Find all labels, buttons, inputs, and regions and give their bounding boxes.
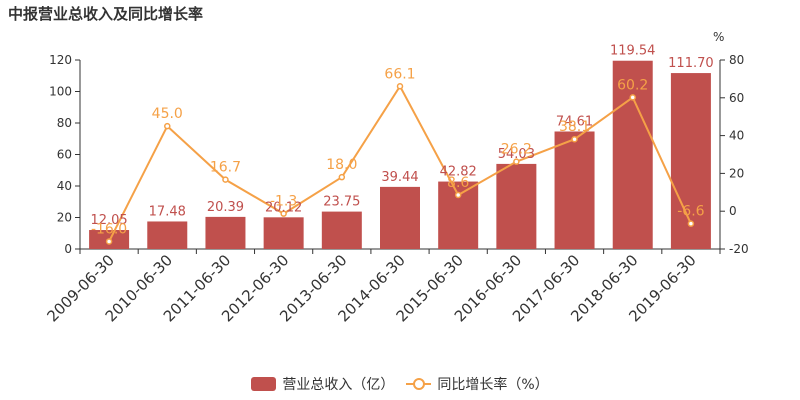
right-tick-label: 40 xyxy=(729,129,744,143)
revenue-value-label: 74.61 xyxy=(556,114,593,129)
growth-point xyxy=(687,220,695,227)
growth-point xyxy=(338,173,346,181)
revenue-value-label: 12.05 xyxy=(90,213,127,228)
legend-revenue-label: 营业总收入（亿） xyxy=(282,377,395,393)
growth-value-label: 18.0 xyxy=(326,157,357,173)
left-tick-label: 120 xyxy=(49,53,72,67)
revenue-bar xyxy=(380,186,420,249)
growth-value-label: 26.2 xyxy=(501,142,532,158)
growth-point xyxy=(280,210,287,217)
growth-point xyxy=(222,176,229,183)
revenue-bar xyxy=(321,211,362,249)
growth-point xyxy=(164,122,171,130)
revenue-bar xyxy=(205,216,246,249)
growth-value-label: 8.6 xyxy=(447,175,469,191)
legend: 营业总收入（亿） 同比增长率（%） xyxy=(0,374,800,394)
growth-point xyxy=(454,191,462,199)
right-tick-label: 80 xyxy=(729,53,744,67)
left-tick-label: 80 xyxy=(57,116,72,130)
revenue-value-label: 39.44 xyxy=(381,170,418,185)
left-tick-label: 0 xyxy=(64,242,72,256)
growth-value-label: -1.3 xyxy=(270,194,297,210)
growth-value-label: 45.0 xyxy=(152,106,183,122)
revenue-value-label: 20.39 xyxy=(207,200,244,215)
growth-point xyxy=(396,83,404,90)
revenue-bar xyxy=(263,217,304,249)
legend-bar-swatch xyxy=(251,377,277,391)
revenue-value-label: 23.75 xyxy=(323,195,360,210)
growth-value-label: 66.1 xyxy=(384,66,415,82)
growth-point xyxy=(513,158,520,165)
left-tick-label: 60 xyxy=(57,148,72,162)
revenue-bar xyxy=(496,163,537,249)
revenue-value-label: 111.70 xyxy=(668,56,714,71)
growth-point xyxy=(629,94,636,101)
growth-value-label: -16.0 xyxy=(91,221,127,237)
revenue-bar xyxy=(612,60,653,249)
growth-value-label: -6.6 xyxy=(677,204,704,220)
growth-value-label: 38.1 xyxy=(559,119,590,135)
revenue-value-label: 54.03 xyxy=(498,147,535,162)
growth-point xyxy=(571,135,578,143)
left-tick-label: 100 xyxy=(49,85,72,99)
right-tick-label: -20 xyxy=(729,242,749,256)
chart-title: 中报营业总收入及同比增长率 xyxy=(8,5,204,23)
revenue-value-label: 119.54 xyxy=(610,44,656,59)
legend-item-growth[interactable]: 同比增长率（%） xyxy=(406,374,549,394)
revenue-value-label: 17.48 xyxy=(149,204,186,219)
revenue-bar xyxy=(554,131,595,249)
growth-value-label: 16.7 xyxy=(210,160,241,176)
growth-point xyxy=(105,238,113,245)
legend-line-swatch xyxy=(406,377,432,391)
growth-value-label: 60.2 xyxy=(617,77,648,93)
right-axis-unit: % xyxy=(713,30,725,44)
revenue-value-label: 20.12 xyxy=(265,200,302,215)
revenue-value-label: 42.82 xyxy=(440,165,477,180)
right-tick-label: 0 xyxy=(729,204,737,218)
left-tick-label: 40 xyxy=(57,179,72,193)
legend-growth-label: 同比增长率（%） xyxy=(437,377,549,393)
right-tick-label: 60 xyxy=(729,91,744,105)
legend-item-revenue[interactable]: 营业总收入（亿） xyxy=(251,374,394,394)
revenue-bar xyxy=(147,221,188,249)
right-tick-label: 20 xyxy=(729,166,744,180)
revenue-bar xyxy=(438,181,479,249)
chart-area: 020406080100120-200204060802009-06-30201… xyxy=(44,44,749,326)
left-tick-label: 20 xyxy=(57,211,72,225)
revenue-bar xyxy=(670,73,711,249)
